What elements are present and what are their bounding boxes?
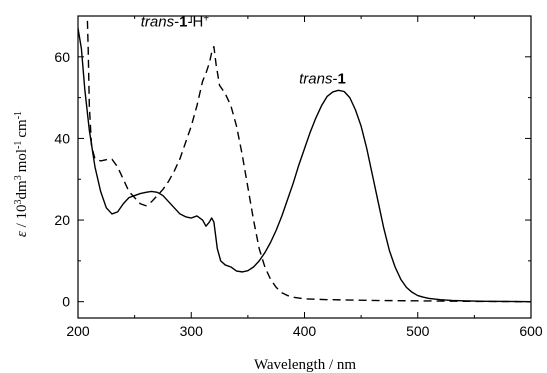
curve-label-part: + [203, 13, 209, 24]
curve-label-part: - [174, 14, 179, 31]
x-tick-label: 300 [180, 323, 204, 339]
curve-label-part: - [333, 71, 338, 88]
series-line-trans-1-H+ [86, 16, 531, 303]
curve-label-part: trans [299, 71, 333, 88]
x-tick-label: 200 [66, 323, 90, 339]
series-line-trans-1 [78, 27, 531, 303]
ticks-layer: 200 300 400 500 600 0 20 40 60 [54, 16, 543, 339]
x-tick-label: 600 [519, 323, 543, 339]
y-tick-label: 0 [62, 294, 70, 310]
curve-label-trans1: trans-1 [299, 71, 346, 88]
x-axis-label: Wavelength / nm [254, 357, 356, 373]
y-axis-unit2: mol [14, 149, 30, 172]
x-tick-label: 500 [406, 323, 430, 339]
curve-label-part: 1 [338, 71, 346, 88]
y-axis-sep: / 10 [14, 204, 30, 231]
y-tick-label: 60 [54, 49, 70, 65]
y-axis-unit1: dm [14, 180, 30, 200]
series-layer [78, 16, 531, 303]
y-axis-exp4: -1 [13, 111, 24, 119]
y-axis-exp3: -1 [13, 141, 24, 149]
curve-label-part: 1 [179, 14, 187, 31]
x-tick-label: 400 [293, 323, 317, 339]
curve-label-part: -H [187, 14, 203, 31]
curve-label-part: trans [141, 14, 175, 31]
y-axis-exp2: 3 [13, 175, 24, 180]
y-axis-exp1: 3 [13, 199, 24, 204]
y-axis-unit3: cm [14, 119, 30, 138]
y-axis-symbol: ε [14, 231, 30, 237]
y-tick-label: 40 [54, 130, 70, 146]
curve-label-trans1H: trans-1-H+ [141, 13, 210, 31]
y-tick-label: 20 [54, 212, 70, 228]
y-axis-label: ε / 103dm3mol-1cm-1 [13, 111, 31, 237]
annotations-layer: trans-1-H+trans-1 [141, 13, 346, 87]
